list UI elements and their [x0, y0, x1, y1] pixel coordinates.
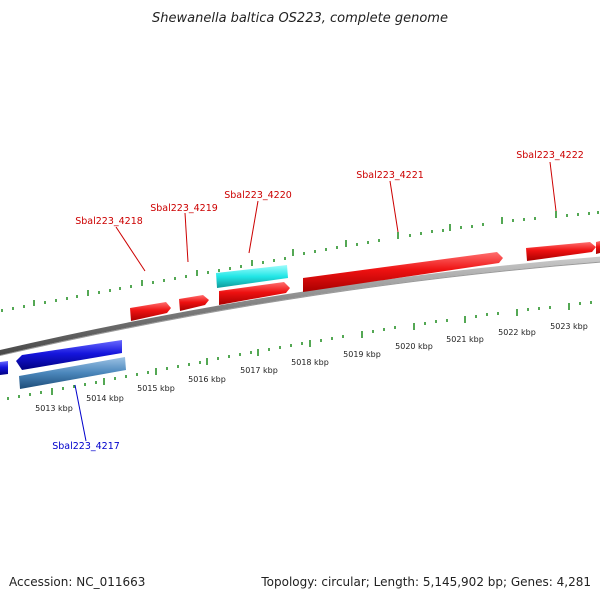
- label-leader: [115, 226, 146, 272]
- kbp-label: 5017 kbp: [240, 366, 278, 375]
- gene-label-forward[interactable]: Sbal223_4221: [356, 170, 424, 181]
- label-leader: [549, 161, 557, 212]
- label-leaders: [74, 161, 557, 442]
- genome-summary-text: Topology: circular; Length: 5,145,902 bp…: [260, 575, 591, 589]
- reverse-ruler: [7, 301, 592, 400]
- label-leader: [389, 180, 399, 233]
- kbp-label: 5019 kbp: [343, 350, 381, 359]
- kbp-label: 5013 kbp: [35, 404, 73, 413]
- map-title: Shewanella baltica OS223, complete genom…: [152, 11, 448, 26]
- gene-arrow[interactable]: [219, 282, 290, 305]
- gene-arrow-reverse[interactable]: [0, 361, 8, 375]
- forward-ruler: [1, 211, 599, 312]
- kbp-label: 5016 kbp: [188, 375, 226, 384]
- genome-backbone: [0, 256, 600, 356]
- genome-backbone-shadow: [0, 261, 600, 357]
- gene-arrow[interactable]: [179, 295, 209, 311]
- gene-label-reverse[interactable]: Sbal223_4217: [52, 441, 120, 452]
- label-leader: [248, 200, 259, 254]
- reverse-genes: [0, 340, 126, 389]
- gene-arrow[interactable]: [130, 302, 171, 321]
- gene-arrow-reverse[interactable]: [16, 340, 122, 370]
- kbp-label: 5020 kbp: [395, 342, 433, 351]
- gene-label-forward[interactable]: Sbal223_4222: [516, 150, 584, 161]
- kbp-label: 5022 kbp: [498, 328, 536, 337]
- gene-label-forward[interactable]: Sbal223_4220: [224, 190, 292, 201]
- kbp-label: 5015 kbp: [137, 384, 175, 393]
- kbp-label: 5023 kbp: [550, 322, 588, 331]
- gene-arrow-reverse[interactable]: [19, 357, 126, 389]
- kbp-label: 5021 kbp: [446, 335, 484, 344]
- gene-arrow[interactable]: [596, 241, 600, 254]
- accession-text: Accession: NC_011663: [9, 575, 145, 589]
- gene-arrow-selected[interactable]: [216, 265, 288, 288]
- gene-label-forward[interactable]: Sbal223_4219: [150, 203, 218, 214]
- gene-arrow[interactable]: [526, 242, 596, 261]
- label-leader: [184, 212, 189, 263]
- forward-genes: [130, 241, 600, 321]
- kbp-label: 5014 kbp: [86, 394, 124, 403]
- gene-label-forward[interactable]: Sbal223_4218: [75, 216, 143, 227]
- kbp-labels: 5013 kbp 5014 kbp 5015 kbp 5016 kbp 5017…: [35, 322, 588, 413]
- kbp-label: 5018 kbp: [291, 358, 329, 367]
- gene-arrow[interactable]: [303, 252, 503, 292]
- label-leader: [74, 384, 87, 442]
